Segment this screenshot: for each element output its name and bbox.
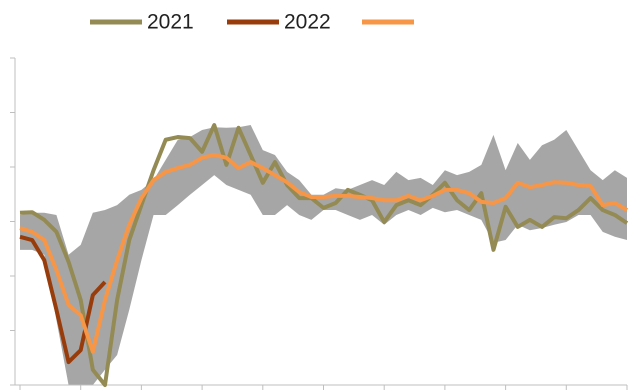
legend-label: 2021 [147,11,194,34]
range-band [20,125,627,385]
series-line [19,123,629,387]
legend-label: 2022 [284,11,331,34]
series-line [19,234,107,365]
series-line [19,153,629,354]
